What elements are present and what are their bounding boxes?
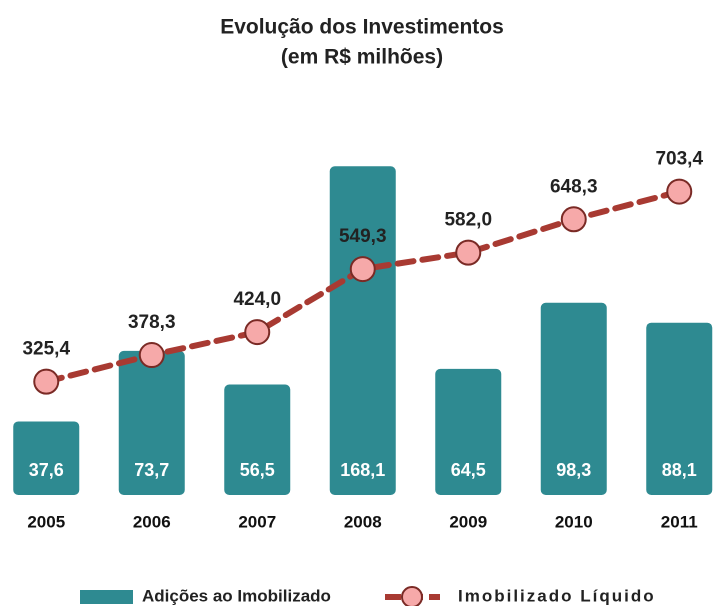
chart-subtitle: (em R$ milhões): [281, 46, 443, 69]
bar: [13, 421, 80, 495]
bar-value-label: 88,1: [662, 460, 697, 480]
line-value-label: 703,4: [655, 149, 703, 170]
line-value-label: 549,3: [339, 226, 387, 247]
line-value-label: 325,4: [22, 339, 70, 360]
bar: [329, 166, 396, 495]
line-marker: [666, 178, 693, 205]
chart-title: Evolução dos Investimentos: [220, 16, 504, 39]
x-tick-label: 2007: [238, 512, 276, 531]
bar-value-label: 168,1: [340, 460, 385, 480]
line-marker: [349, 256, 376, 283]
line-marker: [244, 319, 271, 346]
line-value-label: 648,3: [550, 176, 598, 197]
line-marker: [138, 342, 165, 369]
line-marker: [455, 239, 482, 266]
x-tick-label: 2006: [133, 512, 171, 531]
x-tick-label: 2009: [449, 512, 487, 531]
bar: [435, 368, 502, 495]
x-tick-label: 2010: [555, 512, 593, 531]
bar: [540, 302, 607, 495]
bar-value-label: 56,5: [240, 460, 275, 480]
bar: [118, 350, 185, 495]
bar-value-label: 98,3: [556, 460, 591, 480]
x-tick-label: 2008: [344, 512, 382, 531]
bar: [224, 384, 291, 495]
line-marker: [33, 368, 60, 395]
legend-swatch: [80, 590, 133, 604]
legend-label: Adições ao Imobilizado: [142, 586, 331, 605]
x-tick-label: 2005: [27, 512, 65, 531]
bar-value-label: 64,5: [451, 460, 486, 480]
legend-marker: [401, 586, 423, 606]
line-value-label: 378,3: [128, 312, 176, 333]
line-value-label: 424,0: [233, 289, 281, 310]
line-value-label: 582,0: [444, 210, 492, 231]
bar: [646, 322, 713, 495]
legend-label: Imobilizado Líquido: [458, 586, 656, 605]
line-marker: [560, 206, 587, 233]
bar-value-label: 73,7: [134, 460, 169, 480]
x-tick-label: 2011: [661, 512, 698, 531]
bar-value-label: 37,6: [29, 460, 64, 480]
